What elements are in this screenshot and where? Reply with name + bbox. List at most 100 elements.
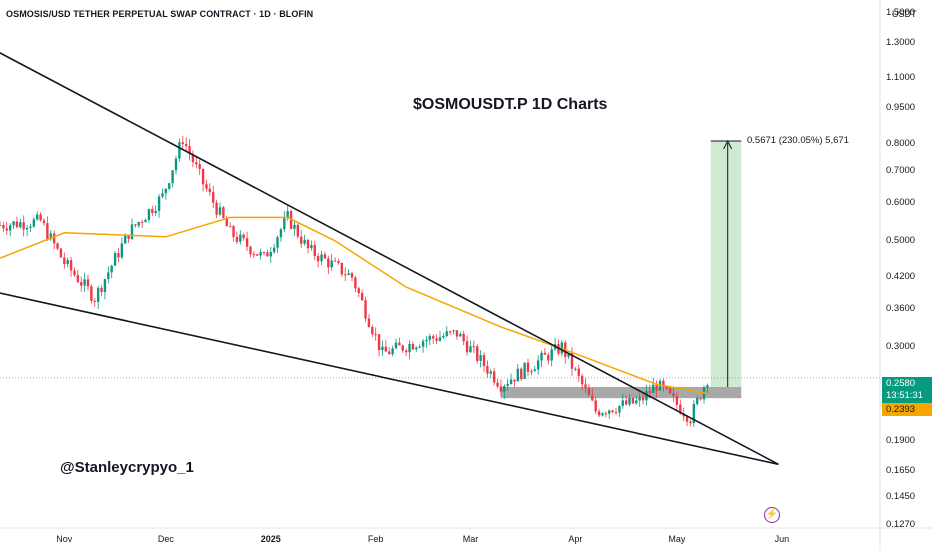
candle-body: [479, 355, 482, 361]
candle-body: [340, 262, 344, 275]
candle-body: [327, 258, 330, 268]
candle-body: [631, 397, 635, 404]
candle-body: [100, 287, 103, 293]
candle-body: [225, 217, 228, 227]
candle-body: [96, 287, 100, 302]
candle-body: [49, 233, 52, 240]
candle-body: [679, 404, 682, 414]
candle-body: [279, 229, 283, 238]
candle-body: [127, 234, 130, 239]
candle-body: [134, 224, 137, 226]
candle-body: [354, 277, 357, 289]
candle-body: [218, 207, 222, 215]
candle-body: [611, 410, 614, 413]
candle-body: [303, 239, 306, 244]
candle-body: [337, 261, 340, 263]
lightning-icon[interactable]: ⚡: [764, 507, 780, 523]
price-axis-unit[interactable]: USDT: [892, 9, 917, 19]
candle-body: [86, 279, 90, 287]
candle-body: [536, 360, 540, 370]
candle-body: [144, 219, 147, 223]
candle-body: [168, 183, 171, 189]
candle-body: [283, 217, 286, 230]
candle-body: [222, 207, 225, 218]
candle-body: [492, 371, 496, 383]
candle-body: [435, 338, 438, 341]
candle-body: [12, 221, 15, 226]
candle-body: [140, 222, 144, 224]
candle-body: [398, 342, 401, 346]
candle-body: [69, 260, 73, 271]
candle-body: [621, 400, 624, 406]
price-tick-label: 0.1900: [886, 435, 916, 447]
time-tick-label: Dec: [157, 534, 174, 544]
candle-body: [706, 385, 709, 388]
candle-body: [601, 413, 604, 416]
candle-body: [476, 346, 479, 361]
candle-body: [503, 386, 506, 392]
candle-body: [0, 224, 2, 226]
candle-body: [408, 344, 411, 353]
candle-body: [19, 222, 22, 228]
candle-body: [587, 388, 591, 396]
candle-body: [181, 142, 184, 145]
candle-body: [313, 244, 316, 256]
candle-body: [29, 226, 32, 228]
candle-body: [574, 368, 577, 370]
candle-body: [76, 275, 80, 283]
candle-body: [357, 288, 360, 294]
candle-body: [560, 342, 564, 354]
candle-body: [665, 386, 668, 389]
candle-body: [42, 220, 46, 224]
candle-body: [212, 192, 215, 203]
candle-body: [499, 386, 503, 392]
candle-body: [533, 369, 536, 372]
candle-body: [124, 234, 127, 244]
candle-body: [543, 352, 547, 355]
candle-body: [516, 368, 520, 382]
candle-body: [5, 228, 8, 231]
price-tick-label: 0.3600: [886, 302, 916, 314]
candle-body: [330, 260, 333, 268]
price-tick-label: 1.3000: [886, 37, 916, 48]
candle-body: [262, 252, 266, 254]
candle-body: [391, 348, 394, 355]
candle-body: [547, 354, 550, 361]
candle-body: [594, 400, 597, 412]
candle-body: [371, 326, 374, 335]
candle-body: [130, 224, 134, 239]
price-tick-label: 0.5000: [886, 234, 916, 246]
bar-countdown: 13:51:31: [886, 390, 923, 401]
candle-body: [323, 254, 327, 259]
price-tick-label: 1.5000: [886, 7, 916, 19]
candle-body: [347, 273, 350, 275]
candle-body: [486, 366, 489, 374]
candle-body: [178, 142, 181, 159]
candle-body: [425, 339, 428, 342]
candle-body: [360, 293, 364, 301]
candle-body: [438, 337, 442, 341]
price-tick-label: 0.3000: [886, 340, 916, 352]
candle-body: [421, 341, 425, 347]
candle-body: [618, 405, 621, 413]
candle-body: [699, 397, 702, 400]
candle-body: [641, 397, 645, 401]
candle-body: [580, 375, 584, 385]
candle-body: [137, 222, 140, 226]
time-tick-label: Apr: [568, 534, 583, 544]
time-tick-label: 2025: [260, 534, 281, 544]
last-price-badge: 0.2580 13:51:31: [882, 377, 932, 403]
candle-body: [252, 254, 256, 256]
candle-body: [377, 334, 381, 351]
candle-body: [235, 236, 239, 242]
candle-body: [2, 225, 5, 229]
time-tick-label: May: [668, 534, 686, 544]
candle-body: [289, 211, 293, 229]
candle-body: [83, 279, 86, 286]
candle-body: [39, 214, 42, 221]
ma-value-badge: 0.2393: [882, 403, 932, 416]
candle-body: [245, 238, 249, 247]
price-tick-label: 0.8000: [886, 137, 916, 149]
